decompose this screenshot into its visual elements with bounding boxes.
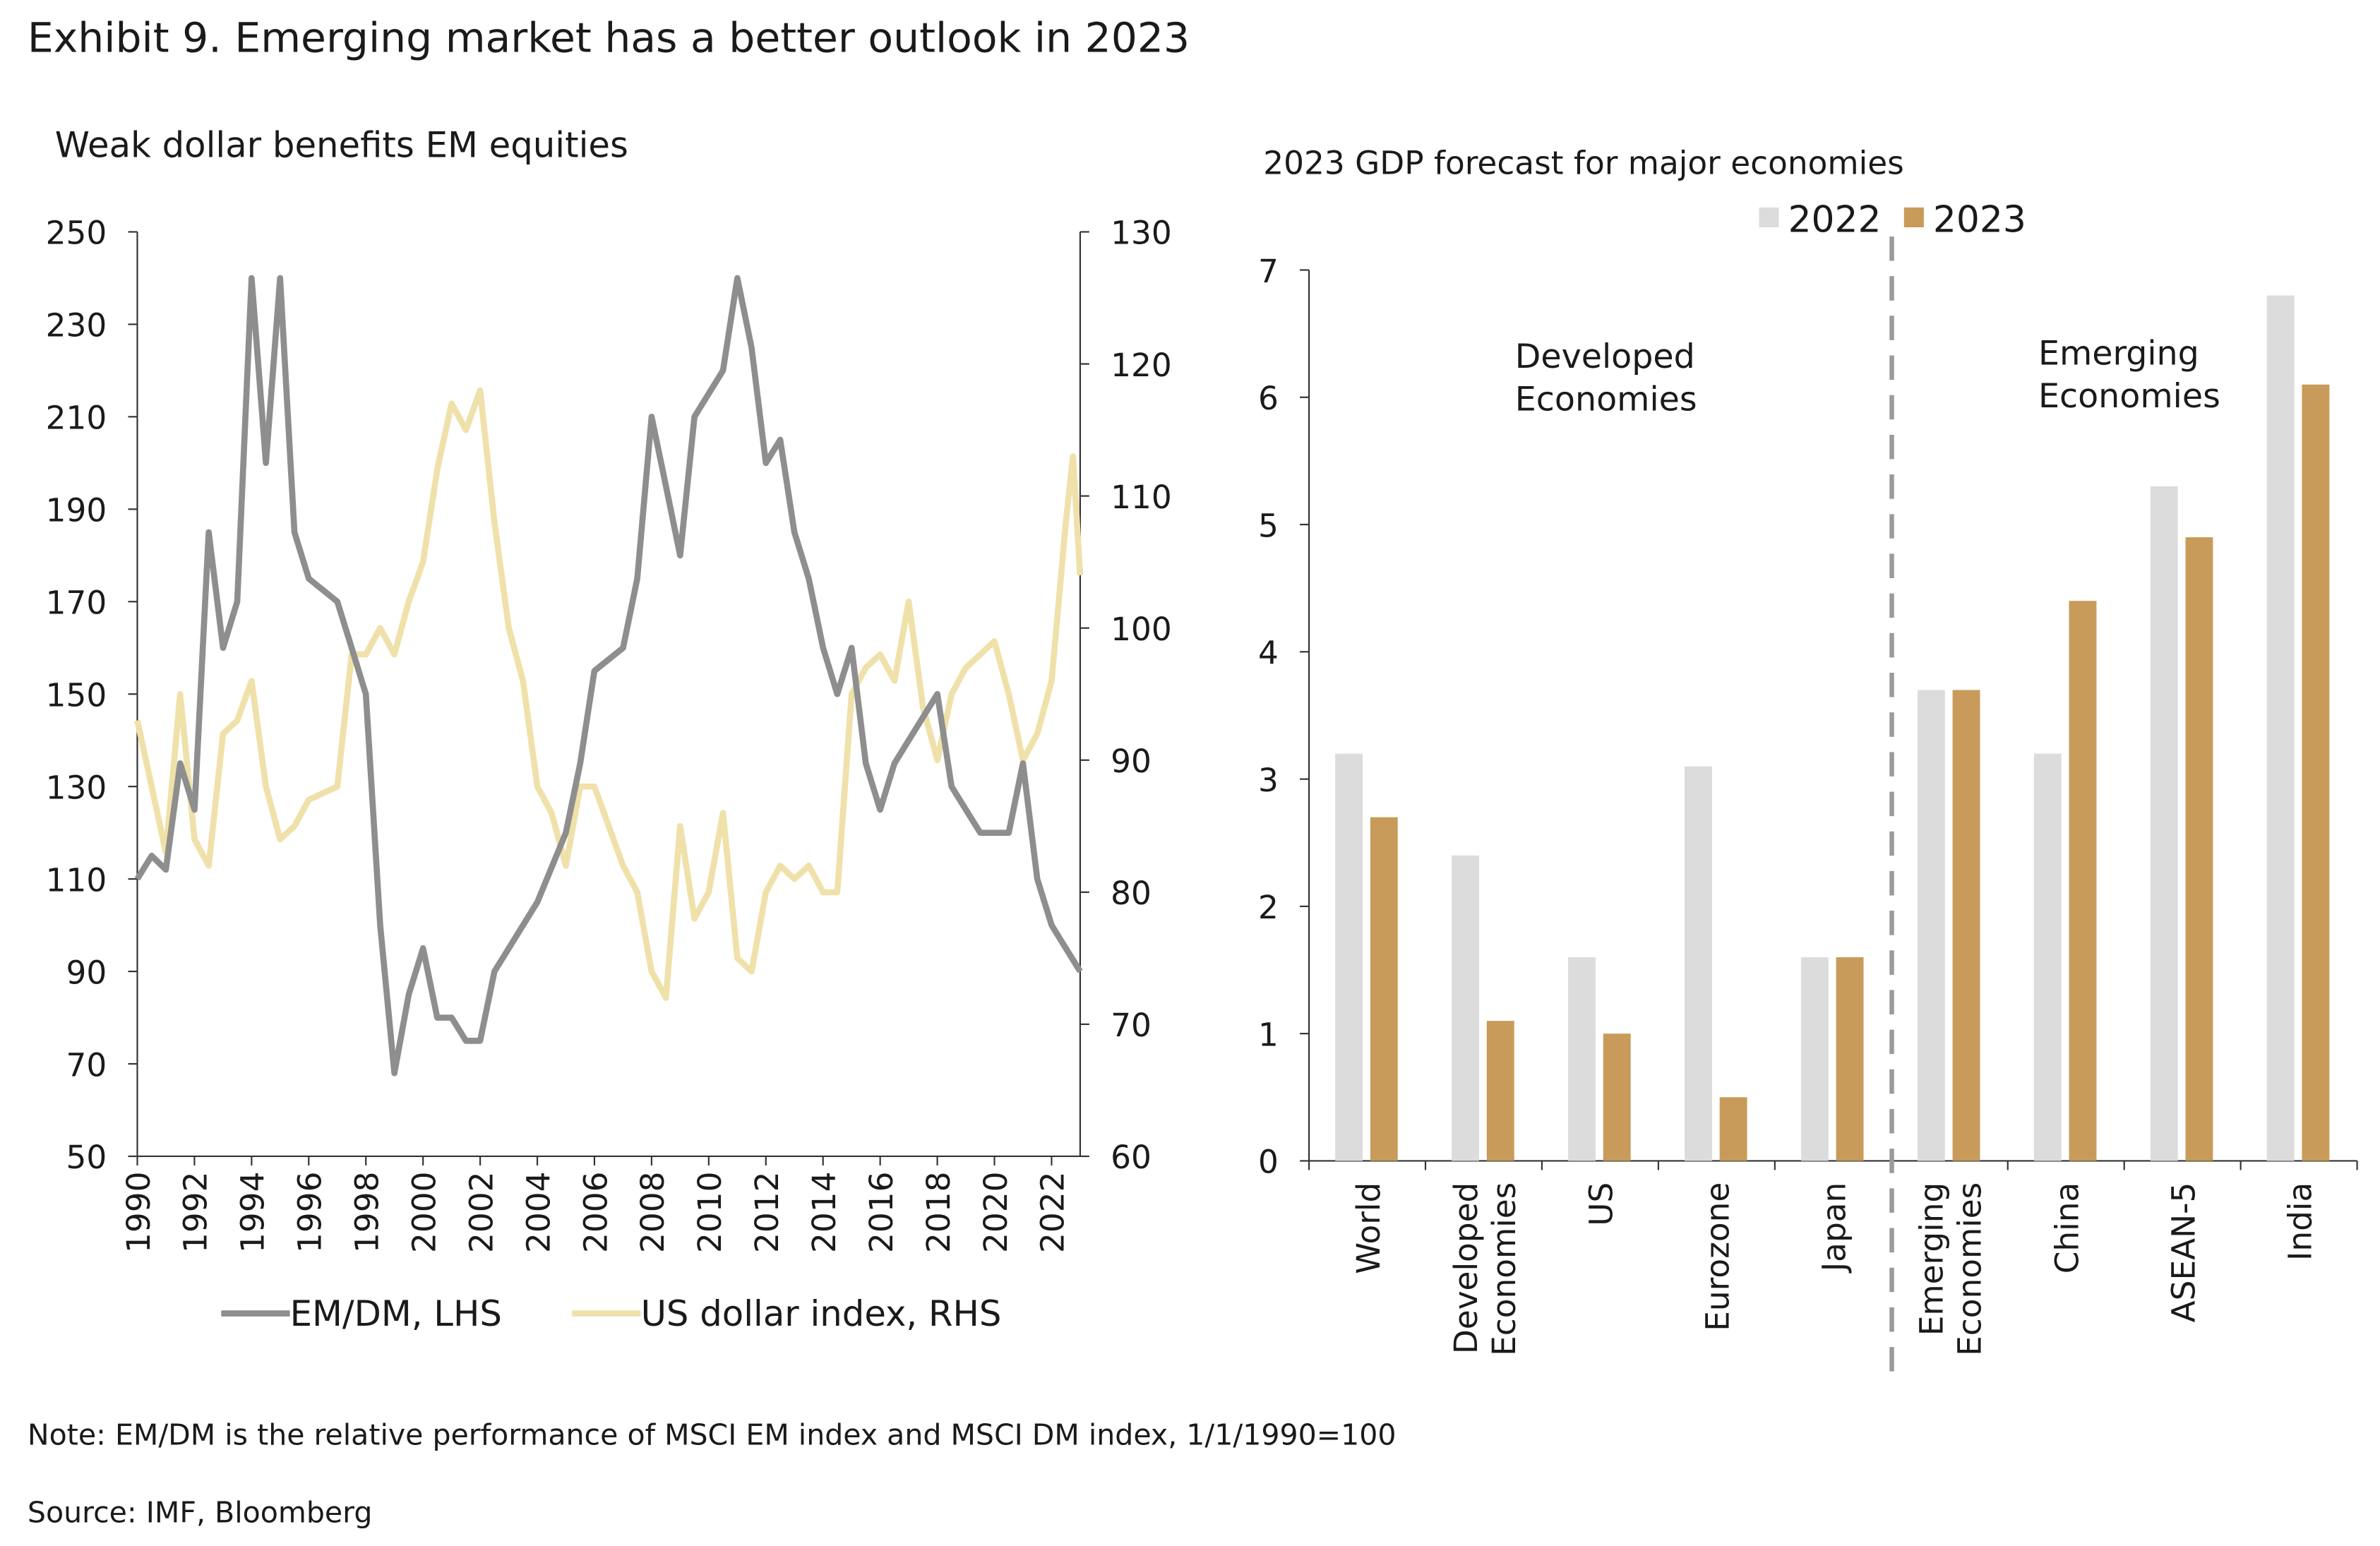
x-tick-label: 2012 xyxy=(748,1172,786,1253)
bar-2023-japan xyxy=(1836,957,1864,1161)
bar-2022-china xyxy=(2033,753,2062,1161)
bar-2022-us xyxy=(1568,957,1596,1161)
category-label: US xyxy=(1583,1182,1620,1226)
right-y-tick-label: 90 xyxy=(1111,743,1152,780)
left-y-tick-label: 50 xyxy=(66,1139,107,1176)
bar-2023-developed-economies xyxy=(1486,1021,1514,1161)
bar-2022-asean-5 xyxy=(2150,486,2178,1161)
legend-2022-swatch xyxy=(1759,207,1779,227)
right-y-tick-label: 120 xyxy=(1111,347,1172,384)
legend-emdm-label: EM/DM, LHS xyxy=(290,1293,502,1334)
x-tick-label: 1994 xyxy=(234,1172,272,1253)
x-tick-label: 2016 xyxy=(863,1172,900,1253)
x-tick-label: 2022 xyxy=(1034,1172,1072,1253)
category-label: Eurozone xyxy=(1699,1182,1737,1331)
em-dm-line xyxy=(134,275,1083,1077)
bar-2022-world xyxy=(1335,753,1363,1161)
bar-y-tick-label: 0 xyxy=(1258,1144,1279,1181)
right-y-tick-label: 130 xyxy=(1111,215,1172,252)
legend-2022-label: 2022 xyxy=(1788,198,1882,241)
bar-2022-eurozone xyxy=(1684,766,1712,1161)
bar-2023-us xyxy=(1603,1033,1631,1161)
group-annotation: Developed Economies xyxy=(1515,337,1697,419)
left-y-tick-label: 170 xyxy=(46,585,107,622)
bar-y-tick-label: 4 xyxy=(1258,635,1279,672)
x-tick-label: 2018 xyxy=(920,1172,957,1253)
x-tick-label: 2004 xyxy=(520,1172,557,1253)
bar-y-tick-label: 1 xyxy=(1258,1016,1279,1053)
bar-2023-india xyxy=(2302,384,2330,1161)
bar-y-tick-label: 2 xyxy=(1258,889,1279,926)
bar-2023-eurozone xyxy=(1719,1097,1747,1161)
left-y-tick-label: 250 xyxy=(46,215,107,252)
category-label: Japan xyxy=(1816,1182,1853,1274)
left-y-tick-label: 110 xyxy=(46,861,107,899)
category-label: DevelopedEconomies xyxy=(1447,1182,1523,1356)
left-y-tick-label: 90 xyxy=(66,954,107,991)
x-tick-label: 2002 xyxy=(462,1172,500,1253)
category-label: ASEAN-5 xyxy=(2165,1182,2202,1323)
left-y-tick-label: 190 xyxy=(46,492,107,529)
x-tick-label: 1990 xyxy=(120,1172,157,1253)
x-tick-label: 2014 xyxy=(806,1172,843,1253)
note-text: Note: EM/DM is the relative performance … xyxy=(27,1418,1397,1453)
bar-y-tick-label: 6 xyxy=(1258,380,1279,417)
category-label: World xyxy=(1350,1182,1387,1274)
bar-y-tick-label: 3 xyxy=(1258,762,1279,799)
bar-chart-title: 2023 GDP forecast for major economies xyxy=(1263,145,1904,182)
bar-2023-emerging-economies xyxy=(1952,690,1980,1161)
x-tick-label: 1992 xyxy=(177,1172,215,1253)
bar-y-tick-label: 7 xyxy=(1258,253,1279,290)
right-y-tick-label: 100 xyxy=(1111,611,1172,648)
left-y-tick-label: 130 xyxy=(46,769,107,806)
x-tick-label: 1996 xyxy=(292,1172,329,1253)
category-label: EmergingEconomies xyxy=(1913,1182,1989,1356)
left-y-tick-label: 230 xyxy=(46,307,107,344)
bar-2022-emerging-economies xyxy=(1917,690,1945,1161)
exhibit-title: Exhibit 9. Emerging market has a better … xyxy=(27,15,1190,63)
right-y-tick-label: 80 xyxy=(1111,875,1152,912)
x-tick-label: 2020 xyxy=(977,1172,1015,1253)
legend-usd-label: US dollar index, RHS xyxy=(641,1293,1002,1334)
x-tick-label: 1998 xyxy=(349,1172,386,1253)
x-tick-label: 2008 xyxy=(634,1172,671,1253)
right-y-tick-label: 60 xyxy=(1111,1139,1152,1176)
source-text: Source: IMF, Bloomberg xyxy=(27,1496,373,1530)
right-y-tick-label: 70 xyxy=(1111,1007,1152,1044)
legend-2023-label: 2023 xyxy=(1933,198,2026,241)
bar-2022-developed-economies xyxy=(1452,855,1479,1161)
x-tick-label: 2006 xyxy=(577,1172,614,1253)
x-tick-label: 2010 xyxy=(691,1172,729,1253)
bar-2023-asean-5 xyxy=(2185,537,2213,1161)
category-label: India xyxy=(2281,1182,2319,1261)
group-annotation: Emerging Economies xyxy=(2038,334,2220,416)
category-label: China xyxy=(2049,1182,2086,1274)
legend-2023-swatch xyxy=(1903,207,1924,227)
bar-2023-china xyxy=(2069,601,2097,1161)
left-y-tick-label: 210 xyxy=(46,400,107,437)
bar-y-tick-label: 5 xyxy=(1258,507,1279,544)
bar-2023-world xyxy=(1370,817,1398,1161)
bar-2022-india xyxy=(2266,295,2295,1161)
right-y-tick-label: 110 xyxy=(1111,479,1172,516)
line-chart-title: Weak dollar benefits EM equities xyxy=(54,126,628,167)
bar-2022-japan xyxy=(1800,957,1829,1161)
x-tick-label: 2000 xyxy=(405,1172,443,1253)
left-y-tick-label: 70 xyxy=(66,1046,107,1084)
left-y-tick-label: 150 xyxy=(46,676,107,714)
